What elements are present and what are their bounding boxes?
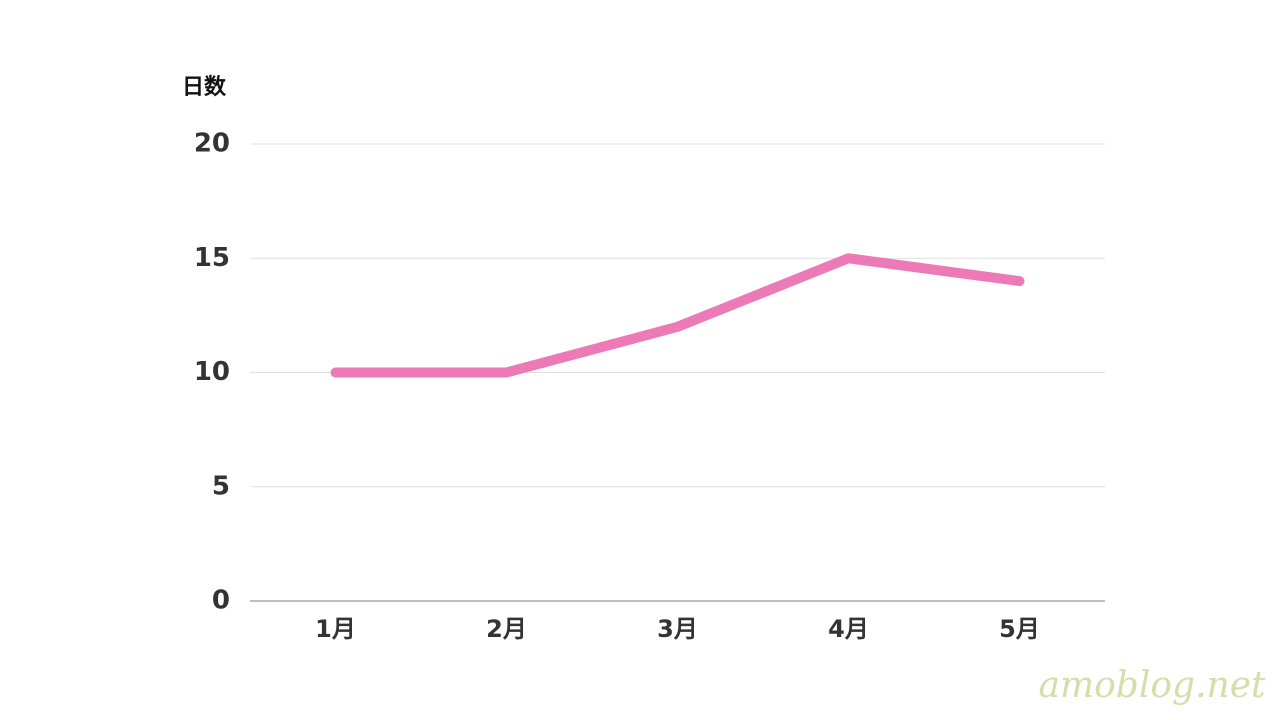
y-tick-label: 15: [194, 243, 230, 273]
y-tick-label: 0: [212, 586, 230, 616]
x-tick-label: 3月: [657, 615, 698, 643]
x-tick-label: 2月: [486, 615, 527, 643]
x-tick-label: 1月: [315, 615, 356, 643]
x-tick-label: 5月: [999, 615, 1040, 643]
y-tick-label: 20: [194, 129, 230, 159]
y-axis-label: 日数: [182, 74, 227, 100]
line: [330, 253, 1025, 378]
watermark: amoblog.net: [1039, 665, 1266, 706]
y-tick-label: 5: [212, 471, 230, 501]
y-tick-label: 10: [194, 357, 230, 387]
x-tick-label: 4月: [828, 615, 869, 643]
